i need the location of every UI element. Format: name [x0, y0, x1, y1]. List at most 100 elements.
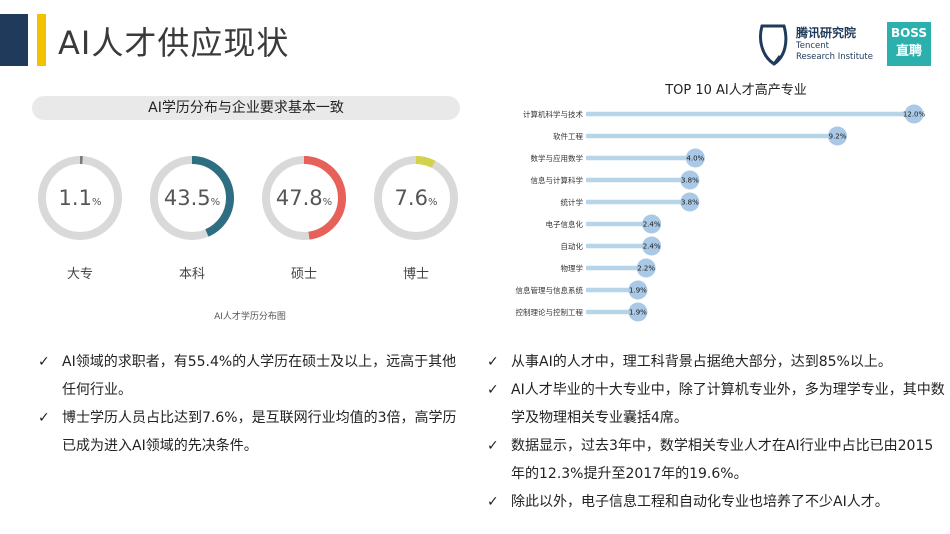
donut-0: 1.1%	[34, 152, 126, 244]
header-accent-navy	[0, 14, 28, 66]
bar-end-marker	[680, 192, 700, 212]
bar-value-label: 1.9%	[629, 287, 647, 295]
bullets-right: ✓ 从事AI的人才中，理工科背景占据绝大部分，达到85%以上。 ✓ AI人才毕业的十大…	[487, 348, 947, 516]
bullet-text: AI人才毕业的十大专业中，除了计算机专业外，多为理学专业，其中数学及物理相关专业…	[511, 382, 945, 426]
bar-value-label: 9.2%	[829, 133, 847, 141]
bullet-item: ✓ 数据显示，过去3年中，数学相关专业人才在AI行业中占比已由2015年的12.3…	[487, 432, 947, 488]
bar-end-marker	[642, 214, 662, 234]
page-title: AI人才供应现状	[58, 24, 290, 62]
bar-value-label: 3.8%	[681, 177, 699, 185]
bar	[586, 111, 914, 117]
donut-ring	[150, 156, 234, 240]
bar-value-label: 2.2%	[637, 265, 655, 273]
bar	[586, 265, 647, 271]
boss-logo-line1: BOSS	[890, 26, 928, 40]
bar-end-marker	[642, 236, 662, 256]
bar-category-label: 数学与应用数学	[531, 153, 584, 163]
bar-category-label: 信息管理与信息系统	[516, 285, 584, 295]
donut-label: 硕士	[290, 267, 317, 282]
bar-value-label: 12.0%	[903, 111, 926, 119]
donut-value-arc	[262, 156, 346, 240]
bar-value-label: 1.9%	[629, 309, 647, 317]
donut-value-arc	[374, 156, 458, 240]
check-icon: ✓	[487, 438, 499, 454]
bar-category-label: 统计学	[561, 197, 584, 207]
donut-value-number: 1.1	[58, 186, 92, 210]
education-header: AI学历分布与企业要求基本一致	[32, 96, 460, 120]
bar-value-label: 2.4%	[643, 221, 661, 229]
donut-label: 本科	[178, 267, 205, 282]
check-icon: ✓	[487, 494, 499, 510]
tencent-logo-name: 腾讯研究院	[796, 26, 857, 40]
bar-category-label: 信息与计算科学	[531, 175, 584, 185]
bar-category-label: 控制理论与控制工程	[516, 307, 584, 317]
bar-category-label: 软件工程	[553, 131, 583, 141]
bar	[586, 155, 696, 161]
tencent-logo-sub1: Tencent	[796, 41, 829, 51]
donut-label: 博士	[402, 267, 429, 282]
donut-ring	[374, 156, 458, 240]
bar-value-label: 2.4%	[643, 243, 661, 251]
check-icon: ✓	[487, 354, 499, 370]
donut-label: 大专	[66, 267, 93, 282]
donut-value-number: 7.6	[394, 186, 428, 210]
tencent-logo-icon	[759, 24, 788, 66]
bullet-text: AI领域的求职者，有55.4%的人学历在硕士及以上，远高于其他任何行业。	[62, 354, 457, 398]
bar-end-marker	[628, 280, 648, 300]
donut-value-number: 47.8	[275, 186, 323, 210]
bar-value-label: 4.0%	[686, 155, 704, 163]
bar-category-label: 计算机科学与技术	[523, 109, 583, 119]
donut-value-text: 7.6%	[370, 186, 462, 210]
bullet-text: 数据显示，过去3年中，数学相关专业人才在AI行业中占比已由2015年的12.3%…	[511, 438, 934, 482]
bar	[586, 177, 690, 183]
donut-3: 7.6%	[370, 152, 462, 244]
bullet-item: ✓ 博士学历人员占比达到7.6%，是互联网行业均值的3倍，高学历已成为进入AI领域…	[38, 404, 458, 460]
bar	[586, 243, 652, 249]
donut-value-arc	[150, 156, 234, 240]
donut-2: 47.8%	[258, 152, 350, 244]
bar	[586, 309, 638, 315]
header-accent-yellow	[37, 14, 46, 66]
donut-ring	[262, 156, 346, 240]
check-icon: ✓	[38, 410, 50, 426]
boss-logo-line2: 直聘	[895, 44, 922, 59]
tencent-research-logo: 腾讯研究院 Tencent Research Institute	[756, 22, 876, 68]
donut-ring	[38, 156, 122, 240]
donut-value-number: 43.5	[163, 186, 211, 210]
bullet-item: ✓ 从事AI的人才中，理工科背景占据绝大部分，达到85%以上。	[487, 348, 947, 376]
bullet-text: 除此以外，电子信息工程和自动化专业也培养了不少AI人才。	[511, 494, 889, 510]
education-caption: AI人才学历分布图	[214, 312, 286, 322]
bar-end-marker	[827, 126, 847, 146]
check-icon: ✓	[38, 354, 50, 370]
bullet-item: ✓ AI人才毕业的十大专业中，除了计算机专业外，多为理学专业，其中数学及物理相关专…	[487, 376, 947, 432]
bullet-text: 博士学历人员占比达到7.6%，是互联网行业均值的3倍，高学历已成为进入AI领域的…	[62, 410, 457, 454]
bar-category-label: 自动化	[561, 241, 584, 251]
donut-1: 43.5%	[146, 152, 238, 244]
donut-value-text: 47.8%	[258, 186, 350, 210]
donut-value-arc	[38, 156, 122, 240]
bar-category-label: 物理学	[561, 263, 584, 273]
chart-title: TOP 10 AI人才高产专业	[664, 82, 807, 98]
bar-end-marker	[636, 258, 656, 278]
bar-end-marker	[904, 104, 924, 124]
donut-value-text: 43.5%	[146, 186, 238, 210]
donut-value-text: 1.1%	[34, 186, 126, 210]
bar-end-marker	[685, 148, 705, 168]
donut-value-unit: %	[91, 197, 102, 208]
donut-value-unit: %	[210, 197, 221, 208]
donut-value-unit: %	[427, 197, 438, 208]
bullet-item: ✓ 除此以外，电子信息工程和自动化专业也培养了不少AI人才。	[487, 488, 947, 516]
bar	[586, 199, 690, 205]
bar	[586, 221, 652, 227]
check-icon: ✓	[487, 382, 499, 398]
bar-value-label: 3.8%	[681, 199, 699, 207]
bullet-text: 从事AI的人才中，理工科背景占据绝大部分，达到85%以上。	[511, 354, 892, 370]
bar-end-marker	[628, 302, 648, 322]
bullets-left: ✓ AI领域的求职者，有55.4%的人学历在硕士及以上，远高于其他任何行业。 ✓ 博士…	[38, 348, 458, 460]
boss-zhipin-logo: BOSS 直聘	[887, 22, 931, 66]
bar	[586, 287, 638, 293]
bar-end-marker	[680, 170, 700, 190]
tencent-logo-sub2: Research Institute	[796, 52, 873, 62]
bullet-item: ✓ AI领域的求职者，有55.4%的人学历在硕士及以上，远高于其他任何行业。	[38, 348, 458, 404]
